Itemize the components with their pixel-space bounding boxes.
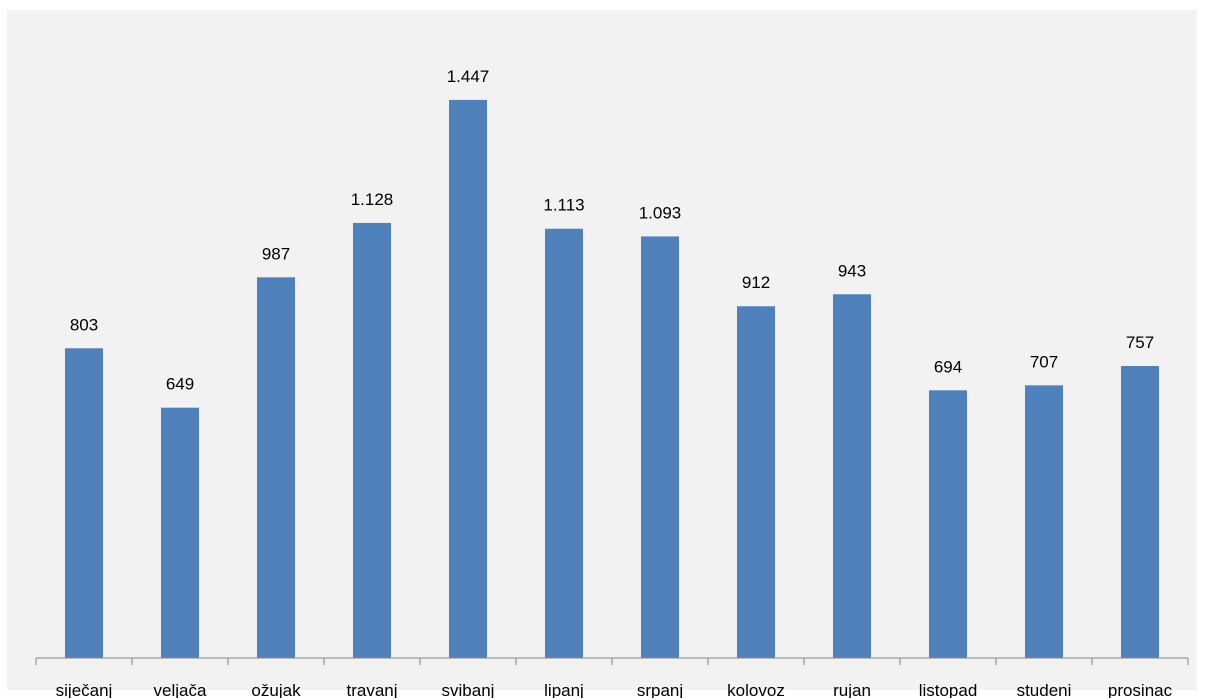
bar-7 <box>737 306 775 658</box>
data-label-6: 1.093 <box>639 203 682 222</box>
data-label-7: 912 <box>742 273 770 292</box>
data-label-10: 707 <box>1030 352 1058 371</box>
bar-1 <box>161 407 199 658</box>
bar-6 <box>641 236 679 658</box>
data-label-0: 803 <box>70 315 98 334</box>
x-tick-label-7: kolovoz <box>727 681 785 698</box>
x-tick-label-8: rujan <box>833 681 871 698</box>
bar-0 <box>65 348 103 658</box>
bar-3 <box>353 222 391 658</box>
bar-9 <box>929 390 967 658</box>
bar-11 <box>1121 366 1159 658</box>
x-tick-label-0: siječanj <box>56 681 113 698</box>
bar-5 <box>545 228 583 659</box>
x-tick-label-4: svibanj <box>442 681 495 698</box>
chart-area <box>7 10 1197 690</box>
x-tick-label-2: ožujak <box>251 681 301 698</box>
data-label-2: 987 <box>262 244 290 263</box>
data-label-5: 1.113 <box>543 196 584 215</box>
data-label-4: 1.447 <box>447 67 490 86</box>
data-label-8: 943 <box>838 261 866 280</box>
data-label-1: 649 <box>166 375 194 394</box>
x-tick-label-6: srpanj <box>637 681 683 698</box>
x-tick-label-10: studeni <box>1017 681 1072 698</box>
x-tick-label-1: veljača <box>154 681 207 698</box>
x-tick-label-3: travanj <box>346 681 397 698</box>
x-tick-label-5: lipanj <box>544 681 584 698</box>
bar-8 <box>833 294 871 658</box>
bar-2 <box>257 277 295 658</box>
data-label-9: 694 <box>934 357 962 376</box>
data-label-3: 1.128 <box>351 190 394 209</box>
bar-10 <box>1025 385 1063 658</box>
data-label-11: 757 <box>1126 333 1154 352</box>
bar-4 <box>449 99 487 659</box>
x-tick-label-9: listopad <box>919 681 978 698</box>
x-tick-label-11: prosinac <box>1108 681 1173 698</box>
